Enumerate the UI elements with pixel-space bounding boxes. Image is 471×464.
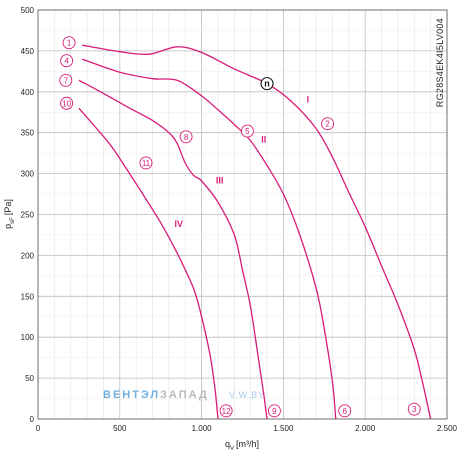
point-marker-label: 7 [64, 76, 69, 85]
operating-point-circle [260, 77, 274, 91]
x-axis-unit: [m³/h] [236, 439, 259, 449]
point-marker-circle [338, 404, 352, 418]
point-marker: 8 [179, 130, 193, 144]
point-marker: 7 [59, 73, 73, 87]
axis-titles: qV [m³/h] psF [Pa] [3, 199, 259, 452]
curve-label: III [216, 175, 224, 185]
point-marker-circle [407, 402, 421, 416]
x-axis-subscript: V [230, 446, 234, 452]
point-marker-label: 6 [343, 407, 348, 416]
x-tick-label: 0 [36, 424, 41, 433]
point-marker-label: 1 [67, 39, 72, 48]
y-tick-label: 50 [25, 374, 34, 383]
point-marker-circle [179, 130, 193, 144]
series-line-iv [78, 107, 219, 420]
point-marker-circle [139, 156, 153, 170]
watermark-part-a: ВЕНТЭЛ [103, 389, 160, 401]
x-tick-label: 2.500 [437, 424, 458, 433]
model-code: RG28S4EK4I5LV004 [435, 18, 445, 107]
y-tick-label: 500 [21, 6, 35, 15]
y-axis-subscript: sF [10, 217, 16, 224]
operating-point-label: n [264, 79, 270, 89]
point-marker-label: 4 [64, 57, 69, 66]
x-axis-symbol: q [225, 439, 230, 449]
watermark-part-b: ЗАПАД [160, 389, 209, 401]
point-marker-label: 11 [142, 159, 151, 168]
point-marker-circle [59, 73, 73, 87]
point-marker-circle [219, 404, 233, 418]
tick-labels: 0 500 1.000 1.500 2.000 2.500 0 50 100 150 200 250 3… [21, 6, 458, 433]
point-marker-label: 12 [222, 407, 231, 416]
watermark-part-c: V.W.BY [229, 390, 265, 400]
x-tick-label: 1.500 [273, 424, 294, 433]
y-tick-label: 200 [21, 251, 35, 260]
point-marker: 12 [219, 404, 233, 418]
watermark: ВЕНТЭЛ ЗАПАД V.W.BY [103, 389, 265, 401]
point-markers: 1 4 7 10 2 5 8 11 3 6 9 12 n [59, 36, 421, 418]
y-tick-label: 400 [21, 88, 35, 97]
point-marker-label: 2 [325, 120, 330, 129]
operating-point-marker: n [260, 77, 274, 91]
point-marker-circle [60, 96, 74, 110]
x-tick-label: 1.000 [192, 424, 213, 433]
point-marker: 11 [139, 156, 153, 170]
point-marker-label: 10 [62, 99, 71, 108]
x-tick-label: 500 [113, 424, 127, 433]
point-marker-label: 5 [245, 127, 250, 136]
point-marker-circle [62, 36, 76, 50]
x-tick-label: 2.000 [355, 424, 376, 433]
grid-lines [37, 9, 448, 420]
y-tick-label: 0 [30, 415, 35, 424]
point-marker: 10 [60, 96, 74, 110]
plot-frame [37, 9, 448, 420]
point-marker-circle [321, 117, 335, 131]
y-tick-label: 100 [21, 333, 35, 342]
y-tick-label: 450 [21, 47, 35, 56]
point-marker: 6 [338, 404, 352, 418]
point-marker: 1 [62, 36, 76, 50]
y-axis-title: psF [Pa] [3, 199, 16, 229]
point-marker-circle [240, 124, 254, 138]
y-tick-label: 150 [21, 292, 35, 301]
point-marker-label: 8 [184, 133, 189, 142]
y-tick-label: 250 [21, 211, 35, 220]
point-marker-circle [60, 54, 74, 68]
y-tick-label: 300 [21, 170, 35, 179]
series-line-iii [78, 79, 268, 420]
point-marker: 5 [240, 124, 254, 138]
point-marker: 9 [267, 404, 281, 418]
y-tick-label: 350 [21, 129, 35, 138]
y-axis-unit: [Pa] [3, 199, 13, 215]
series-lines [78, 44, 432, 420]
curve-label: II [261, 135, 266, 145]
point-marker-circle [267, 404, 281, 418]
x-axis-title: qV [m³/h] [225, 439, 259, 452]
series-line-i [82, 44, 432, 420]
point-marker-label: 3 [412, 405, 417, 414]
curve-label: IV [174, 219, 183, 229]
y-axis-symbol: p [3, 224, 13, 229]
curve-label: I [307, 94, 310, 104]
series-line-ii [81, 58, 337, 420]
point-marker: 2 [321, 117, 335, 131]
point-marker: 3 [407, 402, 421, 416]
point-marker-label: 9 [272, 407, 277, 416]
point-marker: 4 [60, 54, 74, 68]
